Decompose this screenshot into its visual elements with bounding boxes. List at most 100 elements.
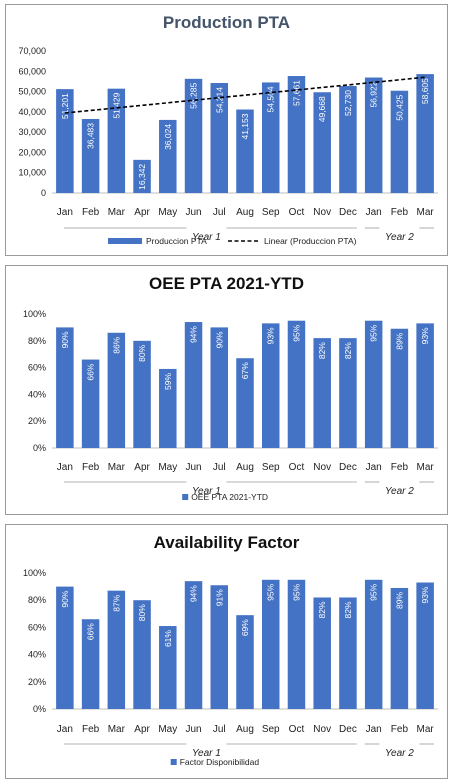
x-category-label: Mar (417, 207, 435, 218)
data-label: 94% (189, 326, 199, 343)
x-category-label: Oct (289, 207, 305, 218)
data-label: 89% (394, 332, 404, 349)
x-category-label: Feb (82, 462, 100, 473)
data-label: 66% (86, 363, 96, 380)
bar-may (159, 626, 177, 709)
bar-jan (364, 320, 383, 448)
y-tick-label: 0% (33, 704, 46, 714)
y-tick-label: 50,000 (18, 87, 46, 97)
legend-label: OEE PTA 2021-YTD (191, 492, 268, 502)
bar-feb (81, 359, 100, 448)
x-category-label: Jan (366, 724, 382, 735)
x-category-label: Dec (339, 207, 357, 218)
x-category-label: Oct (289, 724, 305, 735)
bar-sep (261, 82, 280, 193)
bar-apr (133, 600, 151, 709)
data-label: 56,285 (189, 83, 199, 109)
x-category-label: Nov (313, 462, 331, 473)
bar-dec (339, 338, 357, 448)
group-label: Year 1 (192, 232, 221, 243)
y-tick-label: 20% (28, 677, 46, 687)
bar-may (159, 368, 177, 448)
x-category-label: May (158, 207, 177, 218)
y-tick-label: 60,000 (18, 66, 46, 76)
chart-svg-oee: 0% 20% 40% 60% 80% 100% 90% Jan 66% Feb 86% Mar 80% A… (23, 309, 438, 502)
x-category-label: Feb (391, 462, 409, 473)
bar-mar (107, 332, 126, 448)
data-label: 95% (369, 324, 379, 341)
data-label: 95% (369, 583, 379, 600)
bar-jul (210, 83, 229, 193)
y-tick-label: 0% (33, 443, 46, 453)
bar-sep (261, 323, 280, 448)
data-label: 54,504 (266, 86, 276, 112)
x-category-label: Mar (417, 724, 435, 735)
data-label: 49,668 (317, 96, 327, 122)
data-label: 95% (266, 583, 276, 600)
data-label: 50,425 (394, 94, 404, 120)
legend-label: Linear (Produccion PTA) (264, 236, 357, 246)
y-tick-label: 40% (28, 650, 46, 660)
x-category-label: Nov (313, 207, 331, 218)
bar-mar (107, 590, 126, 709)
data-label: 91% (214, 589, 224, 606)
bar-may (159, 119, 177, 193)
y-tick-label: 70,000 (18, 46, 46, 56)
data-label: 36,024 (163, 124, 173, 150)
chart-panel-availability: Availability Factor 0% 20% 40% 60% 80% 100% 90… (5, 524, 448, 779)
chart-panel-oee: OEE PTA 2021-YTD 0% 20% 40% 60% 80% 100% 90% Ja… (5, 265, 448, 515)
x-category-label: Sep (262, 207, 280, 218)
bar-jan (56, 327, 74, 448)
bar-oct (287, 579, 306, 709)
x-category-label: May (158, 724, 177, 735)
x-category-label: Jan (57, 462, 73, 473)
x-category-label: Jan (57, 724, 73, 735)
bar-jun (184, 78, 203, 193)
data-label: 90% (60, 590, 70, 607)
data-label: 80% (137, 604, 147, 621)
data-label: 93% (420, 586, 430, 603)
data-label: 41,153 (240, 113, 250, 139)
data-label: 58,605 (420, 78, 430, 104)
x-category-label: Feb (82, 207, 100, 218)
x-category-label: Feb (391, 207, 409, 218)
bar-feb (390, 90, 409, 193)
data-label: 51,429 (111, 92, 121, 118)
y-tick-label: 10,000 (18, 168, 46, 178)
data-label: 93% (266, 327, 276, 344)
x-category-label: Jun (185, 724, 201, 735)
bar-jan (364, 579, 383, 709)
y-tick-label: 100% (23, 568, 46, 578)
bar-jan (364, 77, 383, 193)
x-category-label: May (158, 462, 177, 473)
x-category-label: Feb (82, 724, 100, 735)
bar-apr (133, 159, 151, 193)
group-label: Year 1 (192, 748, 221, 759)
data-label: 82% (317, 342, 327, 359)
data-label: 52,730 (343, 90, 353, 116)
group-label: Year 2 (385, 232, 414, 243)
chart-panel-production: Production PTA 0 10,000 20,000 30,000 40,000… (5, 4, 448, 256)
data-label: 67% (240, 362, 250, 379)
x-category-label: Mar (417, 462, 435, 473)
x-category-label: Aug (236, 724, 254, 735)
y-tick-label: 20,000 (18, 147, 46, 157)
x-category-label: Jun (185, 462, 201, 473)
y-tick-label: 20% (28, 416, 46, 426)
bar-sep (261, 579, 280, 709)
data-label: 61% (163, 630, 173, 647)
bar-oct (287, 320, 306, 448)
x-category-label: Dec (339, 462, 357, 473)
bar-apr (133, 340, 151, 448)
data-label: 36,483 (86, 123, 96, 149)
chart-title: Production PTA (162, 13, 291, 32)
data-label: 69% (240, 619, 250, 636)
bar-nov (313, 92, 331, 193)
x-category-label: Apr (134, 462, 150, 473)
bar-jan (56, 586, 74, 709)
data-label: 93% (420, 327, 430, 344)
bar-mar (416, 323, 434, 448)
x-category-label: Jul (213, 462, 226, 473)
x-category-label: Aug (236, 462, 254, 473)
chart-title: OEE PTA 2021-YTD (149, 274, 304, 293)
